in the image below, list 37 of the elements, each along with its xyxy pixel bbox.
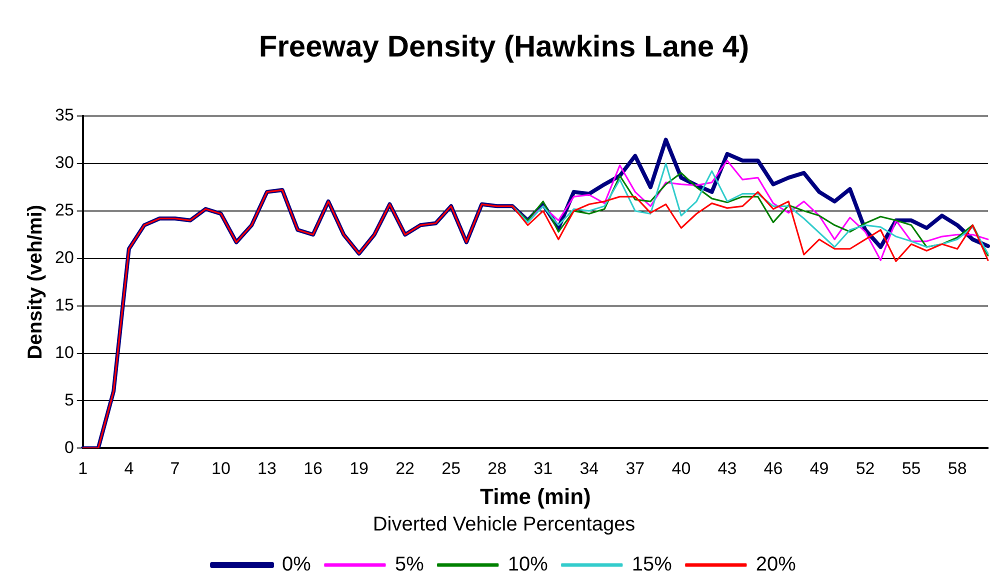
x-tick-label: 28 <box>488 459 507 478</box>
x-tick-label: 58 <box>948 459 967 478</box>
chart-title: Freeway Density (Hawkins Lane 4) <box>258 30 750 64</box>
x-tick-label: 16 <box>304 459 322 478</box>
y-axis-title: Density (veh/mi) <box>24 204 47 360</box>
y-tick-label: 35 <box>54 106 74 125</box>
x-tick-label: 49 <box>810 459 829 478</box>
x-tick-label: 7 <box>170 459 180 478</box>
x-tick-label: 55 <box>902 459 921 478</box>
legend-label: 10% <box>508 554 548 576</box>
legend-label: 5% <box>394 554 424 576</box>
x-tick-label: 34 <box>580 459 599 478</box>
legend-label: 20% <box>756 554 796 576</box>
legend-title: Diverted Vehicle Percentages <box>372 514 636 536</box>
x-tick-label: 40 <box>672 459 691 478</box>
y-tick-label: 20 <box>54 248 74 268</box>
x-tick-label: 52 <box>856 459 875 478</box>
y-tick-label: 5 <box>64 390 74 410</box>
x-tick-label: 31 <box>534 459 553 478</box>
x-tick-label: 19 <box>350 459 368 478</box>
x-tick-label: 10 <box>212 459 230 478</box>
legend-label: 0% <box>282 554 312 576</box>
legend-label: 15% <box>632 554 672 576</box>
y-tick-label: 30 <box>54 153 74 172</box>
x-axis-title: Time (min) <box>480 484 591 509</box>
x-tick-label: 43 <box>718 459 737 478</box>
x-tick-label: 46 <box>764 459 783 478</box>
x-tick-label: 37 <box>626 459 645 478</box>
y-tick-label: 15 <box>54 296 74 315</box>
x-tick-label: 22 <box>396 459 415 478</box>
y-tick-label: 0 <box>64 438 74 457</box>
x-tick-label: 25 <box>442 459 461 478</box>
x-tick-label: 1 <box>78 459 88 478</box>
y-tick-label: 25 <box>54 200 74 220</box>
x-tick-label: 13 <box>258 459 276 478</box>
x-tick-label: 4 <box>124 459 134 478</box>
y-tick-label: 10 <box>54 342 74 362</box>
